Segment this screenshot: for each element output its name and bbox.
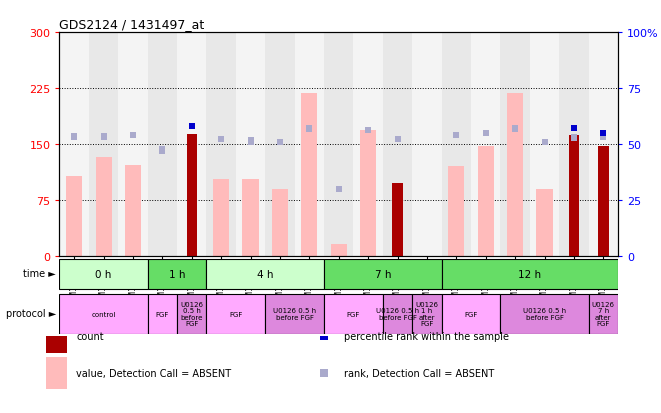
Bar	[448, 167, 465, 256]
Bar	[442, 33, 471, 256]
Bar	[272, 189, 288, 256]
Bar	[147, 294, 177, 334]
Text: FGF: FGF	[347, 311, 360, 317]
Text: value, Detection Call = ABSENT: value, Detection Call = ABSENT	[76, 368, 231, 378]
Bar	[147, 260, 206, 290]
Bar	[46, 320, 67, 353]
Bar	[568, 135, 579, 256]
Bar	[236, 33, 265, 256]
Bar	[360, 131, 376, 256]
Bar	[559, 33, 589, 256]
Bar	[206, 260, 324, 290]
Bar	[46, 357, 67, 389]
Bar	[301, 94, 317, 256]
Bar	[412, 33, 442, 256]
Bar	[392, 184, 403, 256]
Bar	[66, 176, 82, 256]
Bar	[265, 294, 324, 334]
Bar	[471, 33, 500, 256]
Text: time ►: time ►	[23, 268, 56, 279]
Text: control: control	[91, 311, 116, 317]
Bar	[186, 135, 197, 256]
Bar	[598, 147, 609, 256]
Text: GDS2124 / 1431497_at: GDS2124 / 1431497_at	[59, 17, 205, 31]
Bar	[177, 294, 206, 334]
Text: percentile rank within the sample: percentile rank within the sample	[344, 332, 509, 342]
Bar	[500, 33, 530, 256]
Text: protocol ►: protocol ►	[6, 308, 56, 318]
Bar	[95, 157, 112, 256]
Bar	[478, 147, 494, 256]
Bar	[324, 33, 354, 256]
Text: 4 h: 4 h	[257, 270, 274, 280]
Bar	[177, 33, 206, 256]
Text: FGF: FGF	[229, 311, 243, 317]
Bar	[412, 294, 442, 334]
Text: FGF: FGF	[156, 311, 169, 317]
Text: U0126 0.5 h
before FGF: U0126 0.5 h before FGF	[376, 308, 419, 320]
Bar	[59, 260, 147, 290]
Bar	[507, 94, 524, 256]
Bar	[330, 244, 347, 256]
Bar	[383, 294, 412, 334]
Bar	[118, 33, 147, 256]
Bar	[59, 294, 147, 334]
Text: FGF: FGF	[465, 311, 478, 317]
Bar	[324, 294, 383, 334]
Bar	[206, 294, 265, 334]
Bar	[206, 33, 236, 256]
Bar	[442, 294, 500, 334]
Text: 1 h: 1 h	[169, 270, 185, 280]
Text: U0126
0.5 h
before
FGF: U0126 0.5 h before FGF	[180, 301, 204, 327]
Text: rank, Detection Call = ABSENT: rank, Detection Call = ABSENT	[344, 368, 494, 378]
Text: 12 h: 12 h	[518, 270, 541, 280]
Bar	[324, 260, 442, 290]
Text: U0126 0.5 h
before FGF: U0126 0.5 h before FGF	[523, 308, 566, 320]
Bar	[589, 33, 618, 256]
Bar	[354, 33, 383, 256]
Bar	[89, 33, 118, 256]
Bar	[243, 180, 258, 256]
Text: 7 h: 7 h	[375, 270, 391, 280]
Bar	[59, 33, 89, 256]
Bar	[442, 260, 618, 290]
Text: U0126
7 h
after
FGF: U0126 7 h after FGF	[592, 301, 615, 327]
Bar	[147, 33, 177, 256]
Bar	[589, 294, 618, 334]
Text: 0 h: 0 h	[95, 270, 112, 280]
Bar	[125, 165, 141, 256]
Bar	[500, 294, 589, 334]
Bar	[530, 33, 559, 256]
Bar	[383, 33, 412, 256]
Bar	[537, 189, 553, 256]
Bar	[265, 33, 295, 256]
Bar	[295, 33, 324, 256]
Text: U0126 0.5 h
before FGF: U0126 0.5 h before FGF	[273, 308, 316, 320]
Text: U0126
1 h
after
FGF: U0126 1 h after FGF	[416, 301, 438, 327]
Text: count: count	[76, 332, 104, 342]
Bar	[213, 180, 229, 256]
